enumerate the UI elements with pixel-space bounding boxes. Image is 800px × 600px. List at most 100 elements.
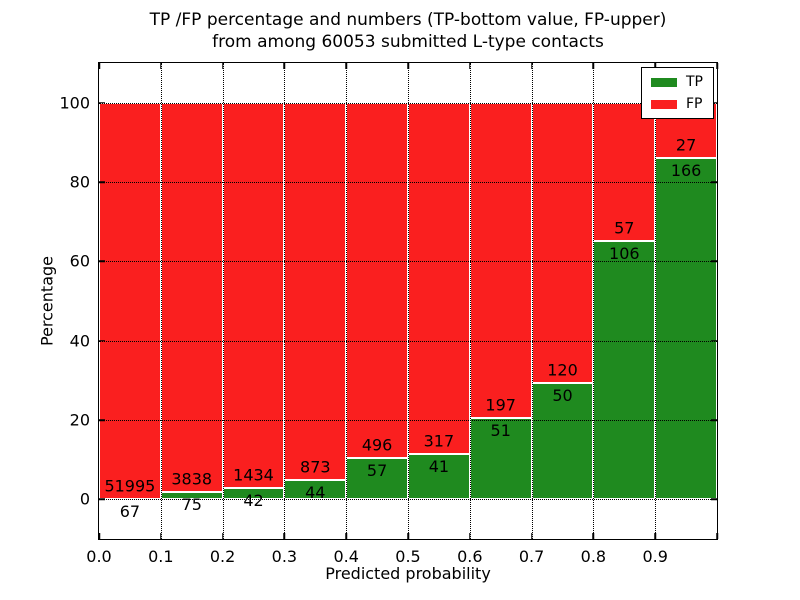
- bar-label-tp: 166: [670, 161, 702, 181]
- x-tick-mark: [592, 63, 595, 69]
- gridline-vertical: [284, 63, 286, 539]
- gridline-horizontal: [99, 182, 717, 183]
- bar-label-fp: 3838: [171, 469, 213, 489]
- bar-label-tp: 50: [552, 385, 573, 405]
- gridline-vertical: [222, 63, 224, 539]
- chart-title: TP /FP percentage and numbers (TP-bottom…: [150, 9, 667, 53]
- bar-label-fp: 1434: [233, 465, 274, 485]
- bar-label-tp: 67: [119, 501, 141, 521]
- bar-label-fp: 120: [547, 360, 578, 380]
- x-tick-label: 0.5: [395, 547, 421, 566]
- bar-label-fp: 496: [361, 436, 393, 456]
- bar-segment-fp: [284, 102, 347, 481]
- x-tick-mark: [469, 533, 471, 539]
- x-tick-mark: [530, 533, 533, 539]
- y-tick-label: 80: [69, 172, 90, 192]
- y-tick-mark: [99, 339, 105, 342]
- bar-label-fp: 317: [423, 431, 455, 451]
- bar-segment-fp: [593, 102, 656, 242]
- y-tick-mark: [711, 498, 717, 501]
- y-tick-mark: [99, 260, 105, 263]
- legend-item-fp: FP: [651, 97, 703, 111]
- y-tick-label: 0: [79, 489, 90, 509]
- x-tick-label: 0.1: [148, 547, 174, 566]
- x-tick-label: 0.0: [86, 547, 112, 566]
- y-tick-mark: [711, 181, 717, 183]
- bar-label-tp: 57: [366, 461, 388, 481]
- gridline-vertical: [593, 63, 595, 539]
- gridline-horizontal: [99, 420, 717, 421]
- chart-title-line1: TP /FP percentage and numbers (TP-bottom…: [149, 10, 667, 30]
- y-tick-label: 20: [69, 410, 90, 430]
- y-tick-mark: [99, 101, 105, 104]
- bar-label-tp: 41: [428, 456, 450, 476]
- bar-label-fp: 197: [485, 395, 516, 415]
- x-tick-mark: [221, 533, 224, 539]
- x-tick-mark: [345, 63, 347, 69]
- x-tick-mark: [160, 63, 162, 69]
- bar-label-fp: 27: [675, 135, 697, 155]
- bar-segment-fp: [346, 102, 408, 459]
- y-tick-mark: [711, 101, 717, 104]
- y-tick-label: 60: [69, 251, 90, 271]
- x-tick-mark: [469, 63, 471, 69]
- x-tick-mark: [716, 533, 718, 539]
- x-tick-mark: [407, 63, 409, 69]
- x-tick-mark: [283, 63, 286, 69]
- x-tick-mark: [654, 63, 656, 69]
- x-tick-label: 0.7: [518, 547, 545, 566]
- gridline-vertical: [655, 63, 657, 539]
- x-tick-mark: [345, 533, 347, 539]
- legend-item-tp: TP: [651, 75, 703, 89]
- legend-swatch-fp-icon: [651, 99, 677, 109]
- bar-segment-fp: [222, 102, 285, 489]
- plot-area: TP FP 51995 67 3838 75 1434 42 873 44 496 57 317 41…: [59, 62, 718, 566]
- gridline-horizontal: [99, 340, 717, 342]
- gridline-vertical: [408, 63, 409, 539]
- y-tick-mark: [711, 419, 717, 421]
- bar-segment-tp: [346, 458, 408, 500]
- legend-swatch-tp-icon: [651, 77, 677, 87]
- x-tick-mark: [654, 533, 656, 539]
- y-tick-mark: [711, 339, 717, 342]
- x-tick-mark: [407, 533, 409, 539]
- chart-title-line2: from among 60053 submitted L-type contac…: [212, 32, 604, 52]
- legend-label-fp: FP: [686, 96, 703, 112]
- gridline-horizontal: [99, 499, 717, 501]
- x-tick-mark: [283, 533, 286, 539]
- x-tick-label: 0.8: [580, 547, 607, 566]
- x-tick-label: 0.2: [209, 547, 236, 566]
- y-tick-mark: [99, 181, 105, 183]
- bar-label-fp: 51995: [104, 476, 156, 496]
- legend-label-tp: TP: [686, 74, 703, 90]
- bar-segment-fp: [469, 102, 532, 418]
- bar-segment-tp: [469, 417, 532, 500]
- x-tick-mark: [98, 533, 100, 539]
- bar-label-tp: 75: [181, 494, 202, 514]
- bar-segment-tp: [655, 158, 717, 500]
- bar-label-tp: 42: [243, 491, 264, 511]
- gridline-vertical: [531, 63, 533, 539]
- x-tick-mark: [98, 63, 100, 69]
- x-tick-label: 0.3: [271, 547, 298, 566]
- x-tick-mark: [530, 63, 533, 69]
- legend: TP FP: [641, 67, 714, 119]
- x-axis-label: Predicted probability: [325, 564, 491, 583]
- bar-label-fp: 57: [614, 218, 635, 238]
- x-tick-mark: [592, 533, 595, 539]
- gridline-horizontal: [99, 261, 717, 263]
- bar-segment-tp: [593, 241, 656, 500]
- y-tick-label: 100: [59, 93, 90, 113]
- y-tick-mark: [99, 419, 105, 421]
- bar-segment-fp: [408, 102, 470, 454]
- x-tick-mark: [160, 533, 162, 539]
- x-tick-mark: [221, 63, 224, 69]
- bar-segment-tp: [531, 382, 594, 500]
- x-tick-label: 0.4: [333, 547, 359, 566]
- y-tick-label: 40: [69, 331, 90, 351]
- bar-label-tp: 106: [609, 244, 640, 264]
- x-tick-label: 0.6: [457, 547, 483, 566]
- y-axis-label: Percentage: [37, 255, 57, 347]
- gridline-vertical: [160, 63, 162, 539]
